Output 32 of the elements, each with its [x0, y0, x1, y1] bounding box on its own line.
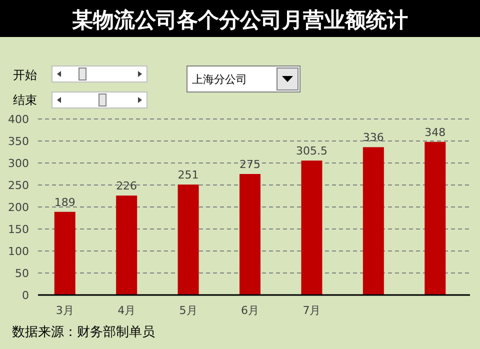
- bar: [54, 212, 76, 295]
- data-label: 226: [116, 180, 138, 193]
- x-tick-label: 7月: [302, 304, 321, 317]
- bar: [301, 160, 322, 295]
- y-tick-label: 300: [8, 157, 29, 170]
- y-tick-label: 250: [8, 179, 29, 192]
- bar: [240, 174, 260, 295]
- text: 开始: [13, 68, 37, 82]
- data-label: 251: [178, 168, 199, 182]
- x-tick-label: 6月: [241, 304, 259, 317]
- data-label: 336: [362, 131, 384, 144]
- y-tick-label: 350: [8, 135, 29, 148]
- data-label: 348: [424, 126, 446, 139]
- x-tick-label: 3月: [56, 304, 74, 317]
- text: 结束: [13, 93, 37, 107]
- x-tick-label: 4月: [118, 304, 136, 317]
- source-note: 数据来源：财务部制单员: [12, 325, 155, 340]
- bar: [362, 147, 384, 295]
- bar: [178, 184, 199, 295]
- y-tick-label: 0: [22, 289, 29, 302]
- data-label: 305.5: [296, 144, 328, 158]
- x-tick-label: 5月: [179, 304, 198, 317]
- data-label: 189: [54, 196, 76, 209]
- y-tick-label: 100: [8, 245, 29, 258]
- text: 上海分公司: [192, 73, 247, 86]
- y-tick-label: 400: [8, 113, 29, 126]
- y-tick-label: 150: [8, 223, 29, 236]
- y-tick-label: 50: [15, 267, 29, 280]
- y-tick-label: 200: [8, 201, 29, 214]
- bar: [116, 196, 138, 295]
- chart-title: 某物流公司各个分公司月营业额统计: [72, 8, 408, 32]
- bar: [424, 142, 446, 295]
